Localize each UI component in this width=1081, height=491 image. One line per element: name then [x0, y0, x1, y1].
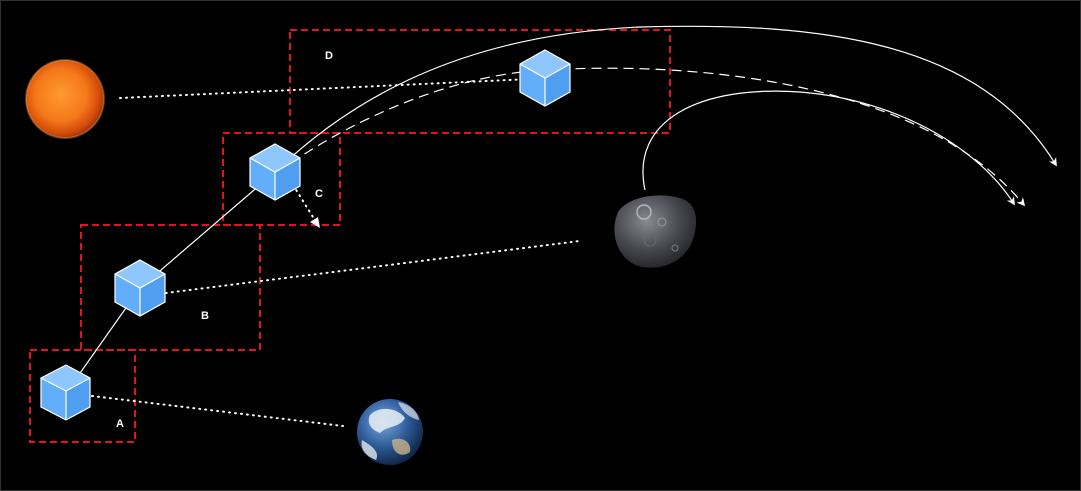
sun-icon — [25, 59, 105, 139]
sightline-c-arrowhead — [310, 217, 320, 228]
spacecraft-cube-b — [114, 259, 166, 317]
region-a-box — [29, 349, 136, 443]
region-a-label: A — [116, 418, 124, 430]
spacecraft-cube-d — [519, 49, 571, 107]
region-d-box — [289, 29, 671, 134]
sightline-earth — [91, 395, 344, 427]
region-d-label: D — [325, 50, 333, 62]
region-c-label: C — [315, 188, 323, 200]
region-c-box — [222, 132, 341, 226]
spacecraft-cube-a — [40, 364, 91, 421]
spacecraft-cube-c — [249, 143, 301, 201]
asteroid-icon — [614, 195, 697, 268]
earth-icon — [357, 399, 423, 465]
region-b-label: B — [201, 310, 209, 322]
trajectory-asteroid — [642, 90, 1015, 206]
trajectory-solid — [65, 25, 1057, 394]
sightline-c-arrow — [289, 179, 317, 223]
sightline-asteroid — [141, 240, 581, 297]
trajectory-dashed — [277, 67, 1026, 207]
sightline-sun — [119, 78, 531, 99]
region-b-box — [80, 224, 261, 351]
